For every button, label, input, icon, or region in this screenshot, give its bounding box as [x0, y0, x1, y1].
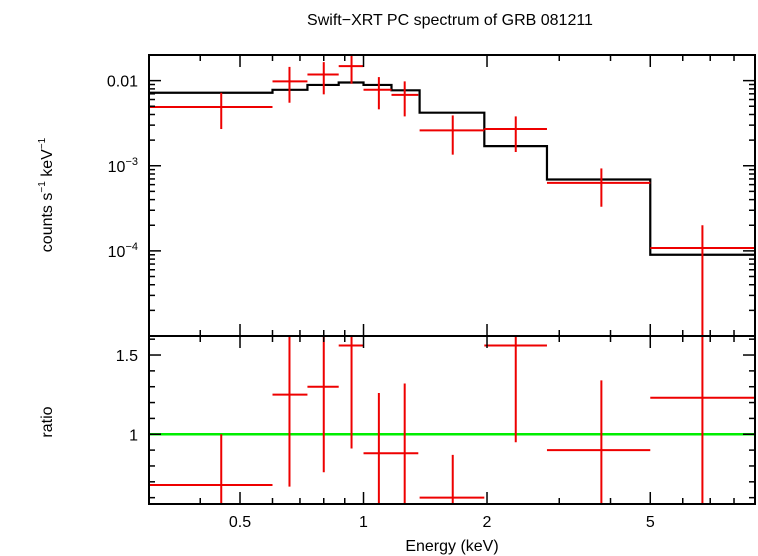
bottom-panel: 11.5 ratio — [39, 335, 756, 505]
x-axis-label: Energy (keV) — [405, 538, 498, 555]
bottom-frame — [148, 335, 756, 505]
model-step-line — [149, 81, 755, 256]
x-tick-label-2: 2 — [483, 514, 492, 531]
top-data-points — [149, 55, 755, 336]
top-y-tick-exp-1: −3 — [125, 156, 138, 168]
chart-title: Swift−XRT PC spectrum of GRB 081211 — [307, 12, 593, 29]
top-y-tick-label-1: 10−3 — [108, 156, 138, 176]
top-y-tick-label-0: 0.01 — [107, 74, 138, 91]
top-y-tick-label-2: 10−4 — [108, 241, 138, 261]
bottom-y-tick-label-0: 1 — [129, 427, 138, 444]
x-tick-label-0: 0.5 — [229, 514, 251, 531]
x-tick-label-1: 1 — [359, 514, 368, 531]
bottom-y-tick-label-1: 1.5 — [116, 348, 138, 365]
top-y-tick-exp-2: −4 — [125, 241, 138, 253]
x-tick-label-3: 5 — [646, 514, 655, 531]
top-y-axis-label: counts s−1 keV−1 — [37, 137, 56, 252]
model-histogram — [149, 81, 755, 256]
ratio-data-points — [149, 336, 755, 504]
top-y-tick-base-1: 10 — [108, 159, 126, 176]
x-tick-labels: 0.5 1 2 5 — [229, 514, 655, 531]
top-y-tick-base-2: 10 — [108, 244, 126, 261]
bottom-y-axis-label: ratio — [39, 406, 56, 437]
top-axis-ticks — [148, 54, 756, 337]
bottom-y-tick-labels: 11.5 — [116, 348, 138, 444]
top-frame — [148, 54, 756, 337]
